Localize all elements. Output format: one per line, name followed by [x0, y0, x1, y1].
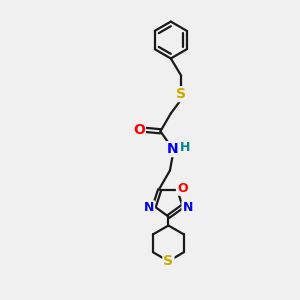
Text: O: O — [133, 123, 145, 137]
Text: N: N — [167, 142, 179, 156]
Text: S: S — [164, 254, 173, 268]
Text: H: H — [180, 140, 190, 154]
Text: N: N — [144, 201, 154, 214]
Text: O: O — [177, 182, 188, 195]
Text: N: N — [182, 201, 193, 214]
Text: S: S — [176, 87, 186, 101]
